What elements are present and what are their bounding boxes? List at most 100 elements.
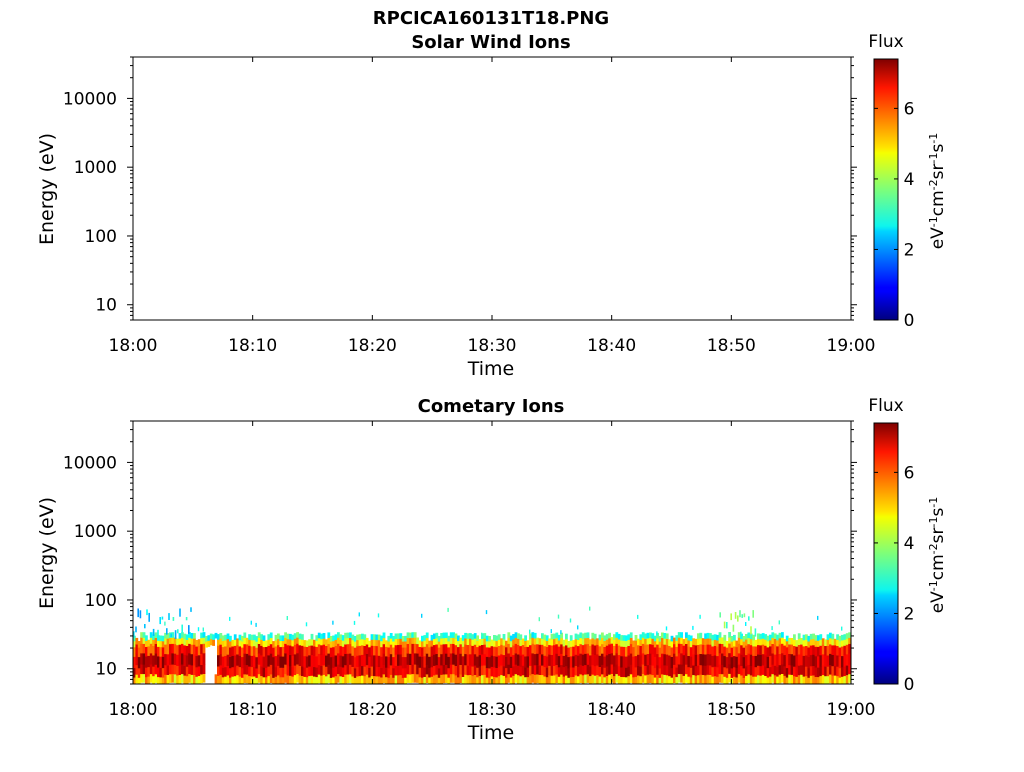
flux-cell (207, 640, 211, 647)
flux-cell (267, 634, 271, 640)
flux-cell (793, 634, 796, 640)
flux-cell (577, 666, 580, 677)
flux-cell (315, 676, 319, 684)
flux-cell (406, 643, 410, 654)
flux-cell (248, 639, 251, 646)
flux-cell (682, 665, 686, 676)
flux-cell (149, 652, 153, 665)
flux-cell (819, 634, 823, 640)
flux-cell (716, 646, 719, 657)
flux-cell (800, 644, 803, 655)
flux-cell (593, 675, 597, 684)
flux-cell (322, 644, 326, 655)
colorbar-title: Flux (868, 396, 903, 416)
flux-cell (742, 636, 746, 642)
flux-cell (483, 638, 487, 645)
flux-cell (382, 664, 386, 675)
flux-cell (241, 677, 244, 684)
flux-cell (205, 641, 208, 648)
flux-cell (296, 643, 299, 654)
flux-cell (373, 634, 376, 640)
flux-cell (349, 637, 352, 645)
flux-cell (709, 653, 712, 666)
flux-cell (661, 653, 664, 665)
flux-cell (409, 674, 412, 684)
flux-cell (605, 634, 609, 640)
flux-cell (706, 638, 710, 645)
flux-cell (459, 653, 463, 665)
flux-cell (305, 656, 309, 668)
flux-cell (807, 647, 811, 657)
flux-cell (673, 637, 676, 645)
flux-cell (706, 664, 710, 675)
flux-cell (286, 616, 288, 620)
flux-cell (644, 674, 647, 684)
flux-cell (766, 667, 770, 678)
flux-cell (845, 674, 849, 684)
flux-cell (776, 645, 779, 656)
flux-cell (202, 652, 206, 665)
flux-cell (748, 616, 750, 621)
flux-cell (562, 676, 566, 684)
flux-cell (706, 674, 710, 684)
flux-cell (231, 646, 235, 656)
flux-cell (176, 654, 179, 666)
flux-cell (152, 639, 155, 646)
flux-cell (750, 626, 752, 635)
flux-cell (848, 673, 851, 683)
flux-cell (327, 637, 331, 645)
flux-cell (253, 666, 256, 677)
flux-cell (169, 673, 172, 683)
flux-cell (226, 644, 230, 655)
flux-cell (411, 664, 415, 675)
flux-cell (577, 625, 579, 630)
flux-cell (219, 653, 223, 666)
flux-cell (685, 653, 688, 665)
flux-cell (433, 674, 436, 684)
flux-cell (848, 664, 851, 675)
flux-cell (173, 674, 177, 684)
flux-cell (574, 633, 578, 640)
flux-cell (675, 667, 679, 678)
flux-cell (437, 677, 441, 684)
flux-cell (334, 666, 338, 677)
flux-cell (761, 633, 765, 639)
flux-cell (649, 664, 652, 675)
flux-cell (279, 640, 283, 648)
flux-cell (466, 674, 470, 684)
flux-cell (658, 641, 662, 648)
flux-cell (745, 622, 747, 626)
flux-cell (644, 644, 647, 655)
flux-cell (778, 664, 782, 675)
flux-cell (296, 652, 299, 665)
flux-cell (193, 644, 196, 655)
flux-cell (260, 639, 263, 646)
flux-cell (649, 673, 652, 683)
flux-cell (526, 646, 530, 657)
flux-cell (704, 644, 707, 655)
flux-cell (610, 664, 614, 674)
flux-cell (819, 654, 823, 667)
flux-cell (377, 645, 381, 656)
flux-cell (613, 654, 616, 667)
flux-cell (805, 655, 808, 667)
flux-cell (274, 655, 278, 668)
flux-cell (841, 646, 844, 657)
flux-cell (739, 610, 741, 618)
flux-cell (382, 632, 386, 639)
flux-cell (754, 666, 758, 677)
flux-cell (183, 675, 187, 684)
flux-cell (569, 618, 572, 623)
flux-cell (682, 645, 686, 656)
flux-cell (322, 664, 326, 675)
flux-cell (262, 676, 266, 684)
flux-cell (634, 655, 638, 668)
flux-cell (596, 644, 599, 655)
flux-cell (737, 664, 741, 675)
flux-cell (190, 633, 194, 639)
flux-cell (723, 640, 727, 647)
flux-cell (166, 665, 170, 675)
y-tick-label: 100 (85, 227, 117, 247)
flux-cell (161, 635, 165, 642)
